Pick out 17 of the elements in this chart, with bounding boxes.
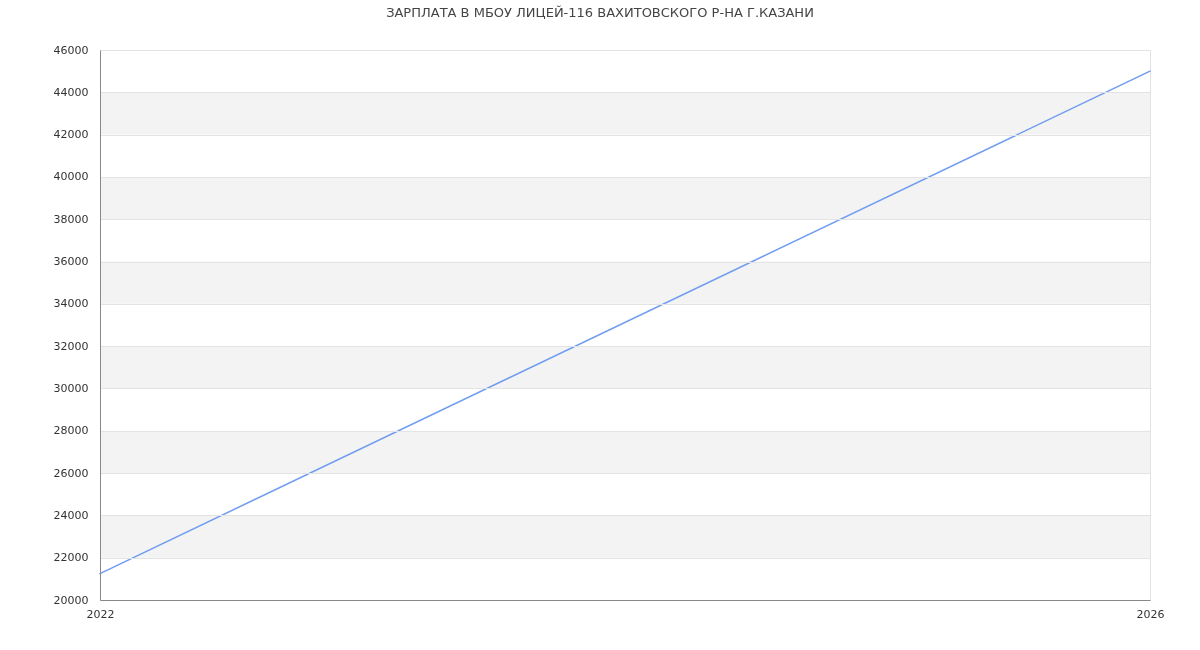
y-tick-label: 26000 <box>53 466 89 480</box>
y-tick-label: 20000 <box>53 593 89 607</box>
y-tick-label: 34000 <box>53 297 89 311</box>
y-tick-label: 38000 <box>53 212 89 226</box>
y-tick-label: 30000 <box>53 381 89 395</box>
y-tick-label: 32000 <box>53 339 89 353</box>
y-tick-label: 42000 <box>53 128 89 142</box>
y-tick-label: 22000 <box>53 551 89 565</box>
y-tick-label: 40000 <box>53 170 89 184</box>
x-tick-label: 2026 <box>1136 607 1165 621</box>
y-tick-label: 36000 <box>53 255 89 269</box>
y-tick-label: 46000 <box>53 43 89 57</box>
x-tick-label: 2022 <box>86 607 115 621</box>
chart-title: ЗАРПЛАТА В МБОУ ЛИЦЕЙ-116 ВАХИТОВСКОГО Р-НА Г.КАЗАНИ <box>386 5 814 20</box>
y-tick-label: 44000 <box>53 85 89 99</box>
y-tick-label: 28000 <box>53 424 89 438</box>
y-tick-label: 24000 <box>53 508 89 522</box>
